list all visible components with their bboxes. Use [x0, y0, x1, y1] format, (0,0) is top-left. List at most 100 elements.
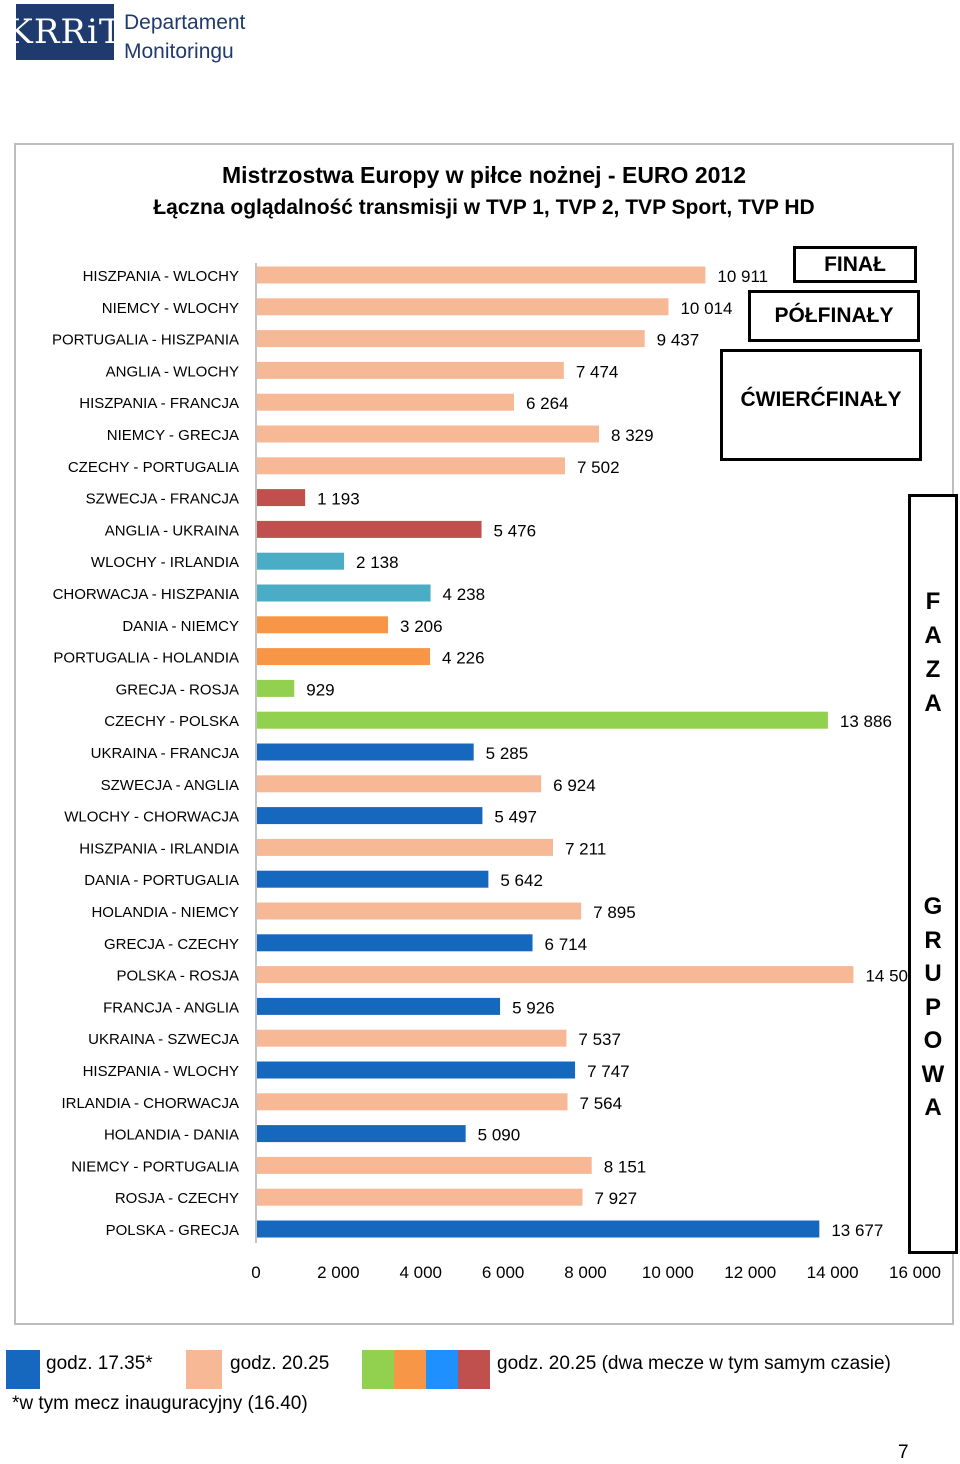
bar: [257, 266, 706, 284]
category-label: UKRAINA - SZWECJA: [88, 1031, 239, 1048]
bar: [257, 361, 564, 379]
legend-swatch-orange: [394, 1350, 426, 1389]
legend-swatch-salmon: [186, 1350, 222, 1389]
stage-semifinals-label: PÓŁFINAŁY: [774, 304, 894, 327]
category-label: HISZPANIA - WLOCHY: [83, 268, 239, 285]
bar: [257, 1156, 592, 1174]
category-label: WLOCHY - CHORWACJA: [64, 809, 239, 826]
stage-quarterfinals-label: ĆWIERĆFINAŁY: [740, 388, 902, 411]
x-tick-label: 12 000: [724, 1263, 776, 1282]
category-label: POLSKA - GRECJA: [106, 1222, 239, 1239]
legend-label-salmon: godz. 20.25: [230, 1353, 330, 1374]
bar: [257, 1220, 820, 1238]
category-label: NIEMCY - GRECJA: [107, 427, 239, 444]
category-label: HOLANDIA - NIEMCY: [91, 904, 239, 921]
stage-final-box: FINAŁ: [793, 246, 917, 283]
bar: [257, 552, 345, 570]
data-label: 7 537: [578, 1030, 621, 1049]
bar: [257, 743, 474, 761]
category-label: SZWECJA - FRANCJA: [86, 491, 239, 508]
category-label: ANGLIA - UKRAINA: [105, 522, 239, 539]
data-label: 4 238: [443, 585, 486, 604]
data-label: 7 502: [577, 458, 620, 477]
category-label: PORTUGALIA - HOLANDIA: [53, 650, 239, 667]
data-label: 7 211: [565, 839, 606, 858]
stage-final-label: FINAŁ: [824, 252, 886, 276]
data-label: 8 151: [604, 1157, 647, 1176]
bar: [257, 489, 306, 507]
category-label: ROSJA - CZECHY: [115, 1190, 239, 1207]
data-label: 6 924: [553, 776, 596, 795]
stage-letter: W: [921, 1060, 945, 1088]
data-label: 13 886: [840, 712, 892, 731]
bar: [257, 679, 295, 697]
category-label: HISZPANIA - IRLANDIA: [79, 840, 239, 857]
legend-footnote: *w tym mecz inauguracyjny (16.40): [12, 1393, 308, 1414]
category-label: CZECHY - POLSKA: [104, 713, 239, 730]
data-label: 5 926: [512, 998, 555, 1017]
data-label: 5 642: [500, 871, 543, 890]
x-tick-label: 10 000: [642, 1263, 694, 1282]
x-tick-label: 16 000: [889, 1263, 941, 1282]
bar: [257, 1093, 568, 1111]
chart-subtitle: Łączna oglądalność transmisji w TVP 1, T…: [153, 196, 815, 219]
bar: [257, 934, 533, 952]
x-tick-label: 2 000: [317, 1263, 360, 1282]
data-label: 7 474: [576, 362, 619, 381]
bar: [257, 393, 514, 411]
stage-letter: A: [924, 690, 942, 717]
data-label: 929: [306, 680, 334, 699]
data-label: 7 895: [593, 903, 636, 922]
data-label: 1 193: [317, 490, 360, 509]
bar: [257, 966, 854, 984]
data-label: 2 138: [356, 553, 399, 572]
bar: [257, 1125, 466, 1143]
data-label: 3 206: [400, 617, 443, 636]
category-label: HISZPANIA - WLOCHY: [83, 1063, 239, 1080]
bar: [257, 711, 828, 729]
bar: [257, 775, 542, 793]
logo-text: KRRiT: [7, 12, 123, 52]
data-label: 5 476: [494, 521, 537, 540]
category-label: GRECJA - ROSJA: [116, 681, 239, 698]
stage-letter: Z: [925, 656, 941, 683]
stage-quarterfinals-box: ĆWIERĆFINAŁY: [720, 349, 922, 461]
category-label: IRLANDIA - CHORWACJA: [61, 1095, 239, 1112]
category-label: PORTUGALIA - HISZPANIA: [52, 332, 239, 349]
department-line-1: Departament: [124, 11, 246, 34]
stage-letter: G: [923, 893, 943, 920]
legend-swatch-light-blue: [426, 1350, 458, 1389]
krrit-logo: KRRiT: [7, 4, 122, 60]
data-label: 10 911: [717, 267, 768, 286]
category-label: ANGLIA - WLOCHY: [106, 363, 239, 380]
bar: [257, 520, 482, 538]
stage-semifinals-box: PÓŁFINAŁY: [748, 290, 920, 342]
data-label: 8 329: [611, 426, 654, 445]
stage-letter: A: [924, 1094, 942, 1121]
stage-letter: R: [924, 926, 942, 954]
data-label: 13 677: [831, 1221, 883, 1240]
data-label: 4 226: [442, 649, 485, 668]
bar: [257, 616, 389, 634]
legend-swatch-green: [362, 1350, 394, 1389]
x-tick-label: 8 000: [564, 1263, 607, 1282]
page-number: 7: [898, 1442, 909, 1463]
bar: [257, 1029, 567, 1047]
category-label: POLSKA - ROSJA: [116, 968, 239, 985]
category-label: CZECHY - PORTUGALIA: [68, 459, 239, 476]
bar: [257, 648, 431, 666]
bar: [257, 997, 501, 1015]
x-tick-label: 0: [251, 1263, 260, 1282]
category-label: UKRAINA - FRANCJA: [91, 745, 239, 762]
stage-letter: P: [924, 993, 941, 1021]
legend-swatch-red: [458, 1350, 490, 1389]
stage-letter: F: [925, 588, 941, 615]
legend-swatch-dark-blue: [6, 1350, 40, 1389]
data-label: 14 506: [865, 967, 917, 986]
category-label: DANIA - PORTUGALIA: [84, 872, 239, 889]
bar: [257, 807, 483, 825]
data-label: 6 714: [545, 935, 588, 954]
data-label: 7 747: [587, 1062, 630, 1081]
